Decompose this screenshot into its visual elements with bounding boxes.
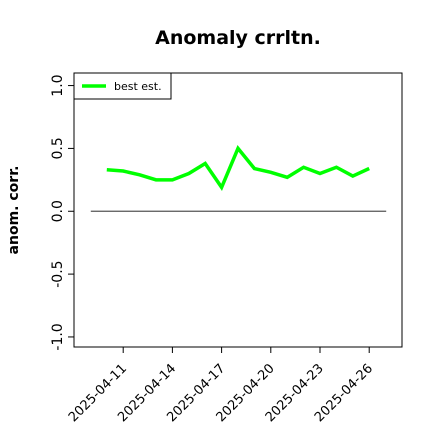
chart-title: Anomaly crrltn.: [155, 27, 321, 49]
legend-label: best est.: [114, 80, 162, 93]
y-tick-label: 0.0: [50, 200, 66, 222]
y-tick-label: 1.0: [50, 74, 66, 96]
y-axis-label: anom. corr.: [6, 166, 22, 255]
plot-box: [73, 72, 403, 348]
y-tick-label: 0.5: [50, 137, 66, 159]
series-line: [106, 145, 370, 192]
y-tick-label: -1.0: [50, 323, 66, 350]
y-tick-label: -0.5: [50, 260, 66, 287]
